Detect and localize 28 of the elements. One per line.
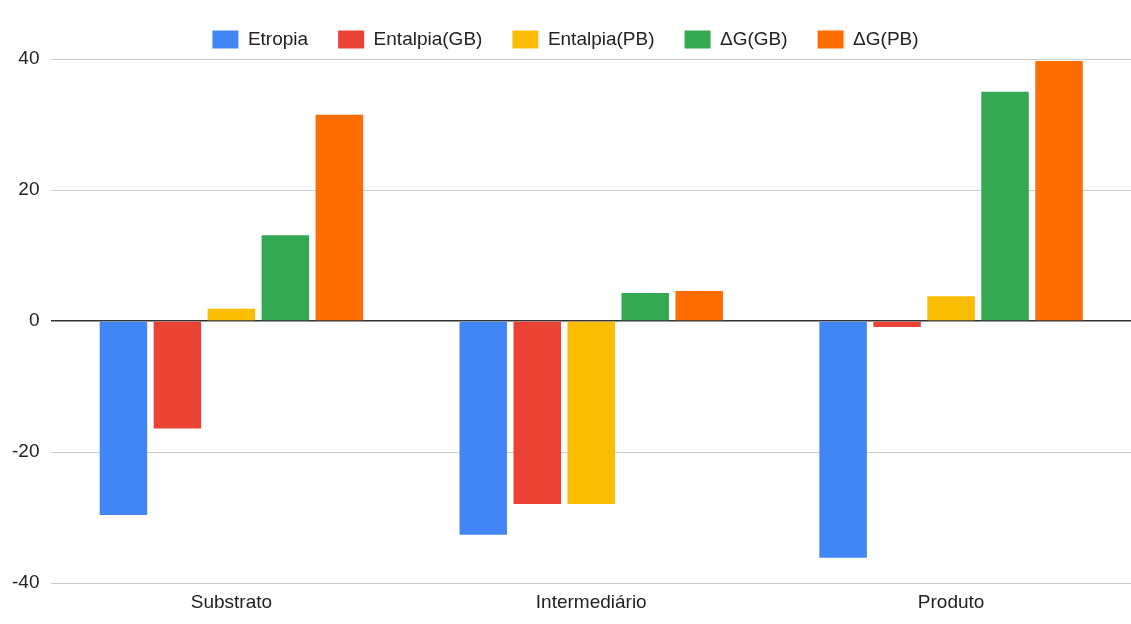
bar	[1035, 60, 1083, 321]
y-tick-label: -20	[11, 440, 40, 462]
bar	[873, 321, 921, 327]
bar	[99, 321, 148, 516]
legend-label: ΔG(PB)	[853, 27, 919, 49]
legend-label: Entalpia(PB)	[547, 27, 655, 49]
bar	[207, 308, 256, 321]
x-tick-label: Produto	[917, 590, 985, 612]
x-tick-label: Intermediário	[535, 590, 647, 612]
bar	[459, 321, 508, 535]
y-tick-label: -40	[11, 571, 40, 593]
bar	[153, 321, 202, 429]
y-tick-label: 20	[18, 178, 40, 200]
bar	[981, 91, 1029, 321]
bar	[261, 235, 310, 321]
legend-label: ΔG(GB)	[720, 27, 788, 49]
y-tick-label: 40	[18, 47, 40, 69]
legend-label: Etropia	[247, 27, 309, 49]
y-tick-label: 0	[28, 309, 40, 331]
legend-label: Entalpia(GB)	[373, 27, 483, 49]
bar	[315, 114, 364, 321]
bar	[927, 296, 975, 321]
bar	[819, 321, 867, 558]
bar	[567, 321, 615, 504]
bar	[621, 292, 669, 321]
bar	[513, 321, 561, 504]
x-tick-label: Substrato	[190, 590, 273, 612]
bar	[675, 290, 723, 321]
